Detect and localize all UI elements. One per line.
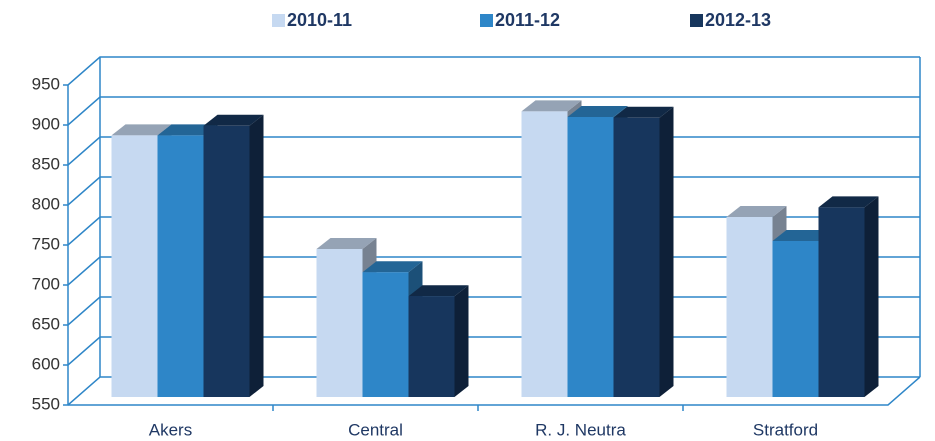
y-tick-label: 700 <box>32 274 60 293</box>
bar-side <box>659 106 674 398</box>
grid-line <box>63 176 920 206</box>
y-tick-label: 650 <box>32 314 60 333</box>
y-tick-label: 800 <box>32 194 60 213</box>
y-tick-label: 750 <box>32 234 60 253</box>
bar-top <box>362 261 423 273</box>
bar-side <box>454 285 469 397</box>
bar-side <box>249 114 264 398</box>
bar-top <box>316 238 377 249</box>
x-tick-label: Central <box>348 420 403 439</box>
y-tick-label: 950 <box>32 74 60 93</box>
bar <box>567 117 614 397</box>
bar-top <box>521 100 582 112</box>
bar <box>111 135 158 397</box>
bar <box>157 135 204 397</box>
bar <box>613 117 660 398</box>
x-tick-label: Stratford <box>753 420 818 439</box>
bar <box>521 111 568 398</box>
bar <box>818 207 865 397</box>
bar-top <box>818 196 879 208</box>
grid-line <box>63 96 920 126</box>
legend-label: 2011-12 <box>495 10 560 30</box>
legend-swatch <box>480 14 493 27</box>
y-tick-label: 850 <box>32 154 60 173</box>
legend-label: 2010-11 <box>287 10 352 30</box>
grid-line <box>63 296 920 326</box>
bar-top <box>408 285 469 297</box>
bar-top <box>203 114 264 126</box>
bar-top <box>726 206 787 217</box>
grid-line <box>63 256 920 286</box>
grid-line <box>63 336 920 366</box>
bar-top <box>111 124 172 136</box>
bar <box>772 241 819 397</box>
bar-side <box>864 196 879 397</box>
grid-line <box>63 376 920 406</box>
grid-line <box>63 56 920 86</box>
legend-label: 2012-13 <box>705 10 771 30</box>
y-tick-label: 600 <box>32 354 60 373</box>
bar <box>362 272 409 397</box>
bar-top <box>157 124 218 136</box>
bar-top <box>772 230 833 241</box>
bar <box>316 249 363 397</box>
y-tick-label: 550 <box>32 394 60 413</box>
bar <box>726 217 773 397</box>
bar <box>408 296 455 397</box>
bar-top <box>567 106 628 117</box>
grid-line <box>63 216 920 246</box>
bar <box>203 125 250 398</box>
legend-swatch <box>690 14 703 27</box>
bar-top <box>613 106 674 118</box>
floor <box>68 376 921 406</box>
y-tick-label: 900 <box>32 114 60 133</box>
x-tick-label: Akers <box>149 420 192 439</box>
grid-line <box>63 136 920 166</box>
legend-swatch <box>272 14 285 27</box>
x-tick-label: R. J. Neutra <box>535 420 626 439</box>
